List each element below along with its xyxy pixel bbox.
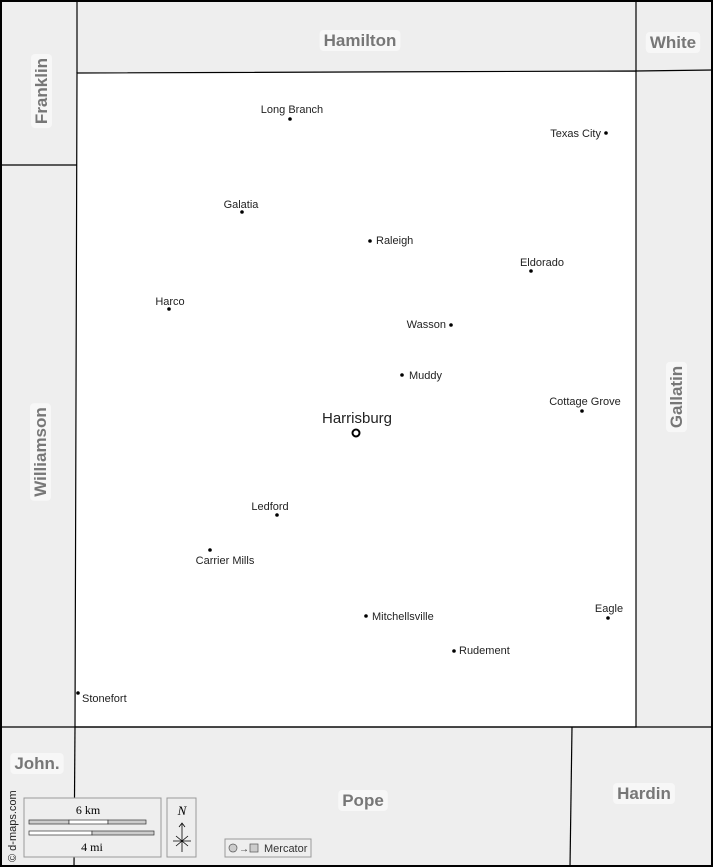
town-dot-icon (368, 239, 372, 243)
seat-label: Harrisburg (322, 410, 392, 427)
town-dot-icon (606, 616, 610, 620)
town-dot-icon (452, 649, 456, 653)
neighbor-county-label: Hamilton (324, 31, 397, 50)
neighbor-county-label: John. (14, 754, 59, 773)
town-dot-icon (364, 614, 368, 618)
town-stonefort: Stonefort (76, 691, 127, 705)
svg-text:→: → (239, 844, 249, 855)
circle-dot-icon (351, 428, 361, 438)
town-harco: Harco (155, 296, 185, 311)
town-label: Ledford (251, 501, 288, 513)
neighbor-county-john: John. (10, 753, 64, 774)
town-dot-icon (275, 513, 279, 517)
town-carrier-mills: Carrier Mills (196, 548, 255, 567)
town-dot-icon (288, 117, 292, 121)
neighbor-county-pope: Pope (338, 790, 388, 811)
neighbor-county-gallatin: Gallatin (666, 361, 687, 433)
town-eagle: Eagle (595, 603, 623, 620)
neighbor-county-hardin: Hardin (613, 783, 675, 804)
town-label: Wasson (407, 319, 446, 331)
neighbor-county-label: White (650, 33, 696, 52)
town-eldorado: Eldorado (520, 257, 564, 273)
scale-mi-label: 4 mi (81, 840, 103, 854)
town-wasson: Wasson (407, 319, 453, 331)
town-label: Raleigh (376, 235, 413, 247)
town-mitchellsville: Mitchellsville (364, 611, 434, 623)
neighbor-county-williamson: Williamson (30, 403, 51, 501)
town-dot-icon (449, 323, 453, 327)
county-seat-harrisburg: Harrisburg (322, 410, 392, 438)
town-long-branch: Long Branch (261, 104, 323, 121)
neighbor-county-white: White (645, 32, 701, 53)
town-dot-icon (604, 131, 608, 135)
town-label: Eagle (595, 603, 623, 615)
town-dot-icon (240, 210, 244, 214)
town-label: Carrier Mills (196, 555, 255, 567)
neighbor-county-label: Franklin (32, 58, 51, 124)
scale-bar: 6 km 4 mi (23, 797, 162, 858)
town-label: Galatia (224, 199, 260, 211)
town-raleigh: Raleigh (368, 235, 413, 247)
neighbor-county-hamilton: Hamilton (319, 30, 401, 51)
town-ledford: Ledford (251, 501, 289, 517)
neighbor-county-franklin: Franklin (31, 53, 52, 129)
compass-icon (173, 822, 191, 852)
neighbor-county-label: Pope (342, 791, 384, 810)
neighbor-county-label: Hardin (617, 784, 671, 803)
town-dot-icon (400, 373, 404, 377)
credit: © d-maps.com (7, 790, 19, 862)
town-label: Long Branch (261, 104, 323, 116)
town-dot-icon (208, 548, 212, 552)
north-arrow: N (166, 797, 197, 858)
town-dot-icon (580, 409, 584, 413)
town-dot-icon (76, 691, 80, 695)
town-dot-icon (167, 307, 171, 311)
projection-box: → Mercator (224, 838, 312, 858)
town-label: Eldorado (520, 257, 564, 269)
projection-label: Mercator (264, 843, 308, 855)
town-label: Rudement (459, 645, 510, 657)
town-label: Harco (155, 296, 184, 308)
town-cottage-grove: Cottage Grove (549, 396, 621, 413)
town-dot-icon (529, 269, 533, 273)
town-label: Texas City (550, 128, 601, 140)
town-muddy: Muddy (400, 370, 443, 382)
town-galatia: Galatia (224, 199, 260, 214)
town-label: Muddy (409, 370, 443, 382)
neighbor-county-label: Williamson (31, 407, 50, 497)
circle-to-square-icon: → (228, 843, 259, 855)
north-label: N (177, 803, 188, 818)
scale-km-label: 6 km (76, 803, 101, 817)
town-rudement: Rudement (452, 645, 510, 657)
town-label: Stonefort (82, 693, 127, 705)
town-label: Cottage Grove (549, 396, 621, 408)
neighbor-county-label: Gallatin (667, 366, 686, 428)
town-label: Mitchellsville (372, 611, 434, 623)
town-texas-city: Texas City (550, 128, 608, 140)
